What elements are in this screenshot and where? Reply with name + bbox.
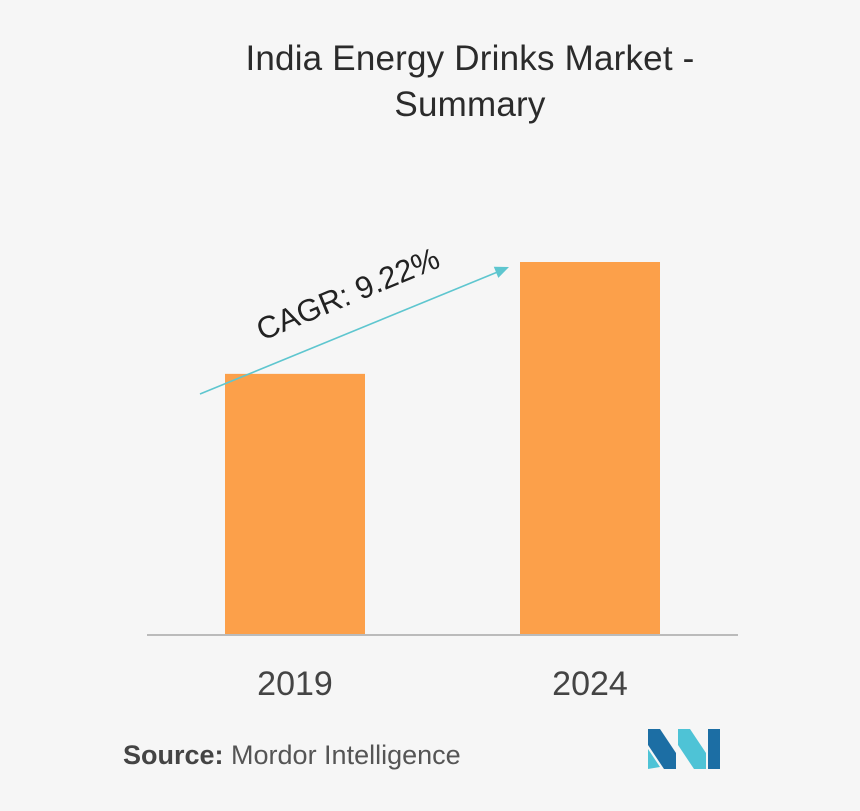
chart-title: India Energy Drinks Market - Summary [130,36,810,128]
chart-title-line-1: India Energy Drinks Market - [245,39,695,78]
x-tick-label-2024: 2024 [552,665,628,703]
bar-chart: 2019 2024 CAGR: 9.22% [147,241,738,703]
bar-2019 [225,373,365,634]
mordor-intelligence-logo-icon [648,729,720,769]
logo-right-shape [708,729,720,769]
bar-2024 [520,262,660,634]
cagr-label: CAGR: 9.22% [251,241,444,348]
chart-title-line-2: Summary [394,85,546,124]
x-tick-label-2019: 2019 [257,665,333,703]
logo-middle-shape [678,729,706,769]
logo-left-foot [648,749,660,769]
source-note: Source: Mordor Intelligence [123,740,461,771]
logo-left-shape [648,729,676,769]
source-text: Mordor Intelligence [223,740,461,770]
cagr-arrowhead [493,266,509,278]
cagr-arrow [199,270,501,395]
source-label: Source: [123,740,224,770]
